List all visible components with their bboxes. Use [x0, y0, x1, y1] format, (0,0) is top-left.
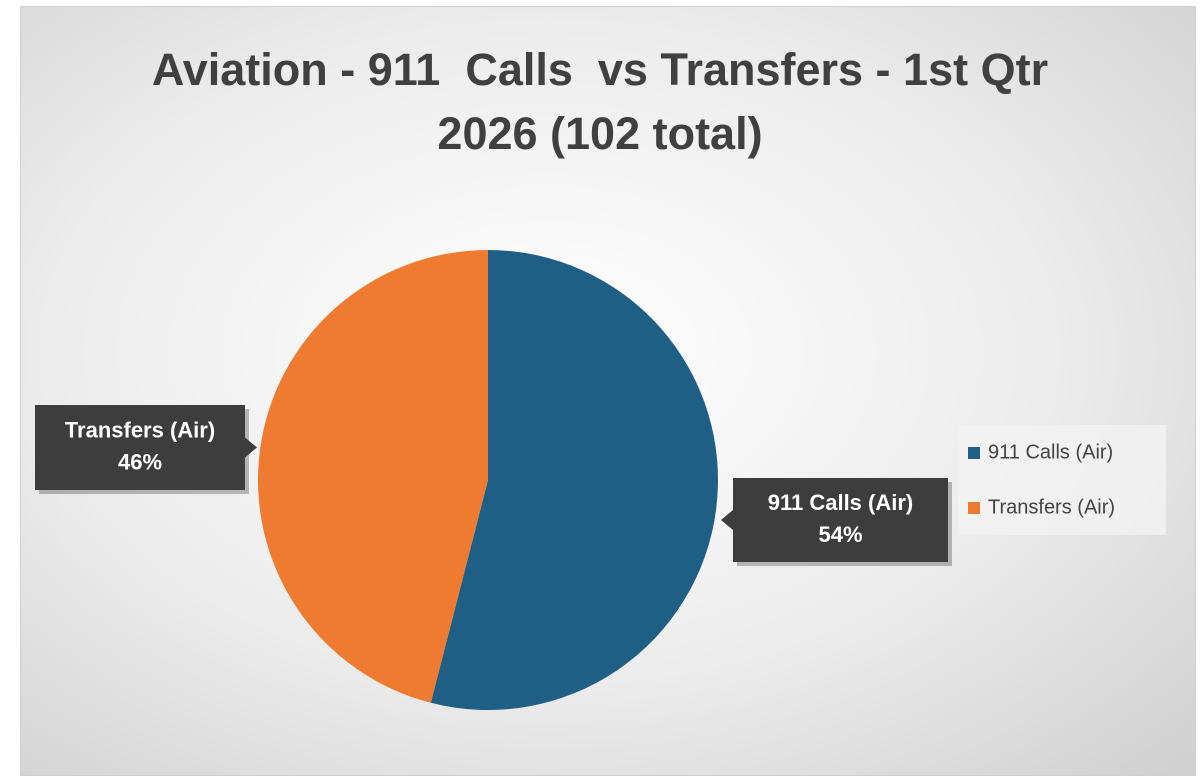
- data-label-box: [35, 405, 245, 490]
- pie-slice: [430, 250, 719, 711]
- pie-slice: [258, 250, 488, 703]
- data-label-box: [733, 478, 948, 562]
- chart-title: Aviation - 911 Calls vs Transfers - 1st …: [151, 44, 1061, 159]
- data-label-value: 54%: [818, 522, 862, 547]
- data-label-value: 46%: [118, 449, 162, 474]
- data-label-name: Transfers (Air): [65, 417, 215, 442]
- legend-swatch: [968, 447, 980, 459]
- data-label-pointer: [245, 437, 257, 458]
- legend-label: Transfers (Air): [988, 496, 1115, 518]
- legend-swatch: [968, 502, 980, 514]
- legend-label: 911 Calls (Air): [988, 441, 1113, 463]
- data-label-name: 911 Calls (Air): [768, 490, 914, 515]
- legend-box: [958, 425, 1166, 535]
- data-label-pointer: [721, 510, 733, 530]
